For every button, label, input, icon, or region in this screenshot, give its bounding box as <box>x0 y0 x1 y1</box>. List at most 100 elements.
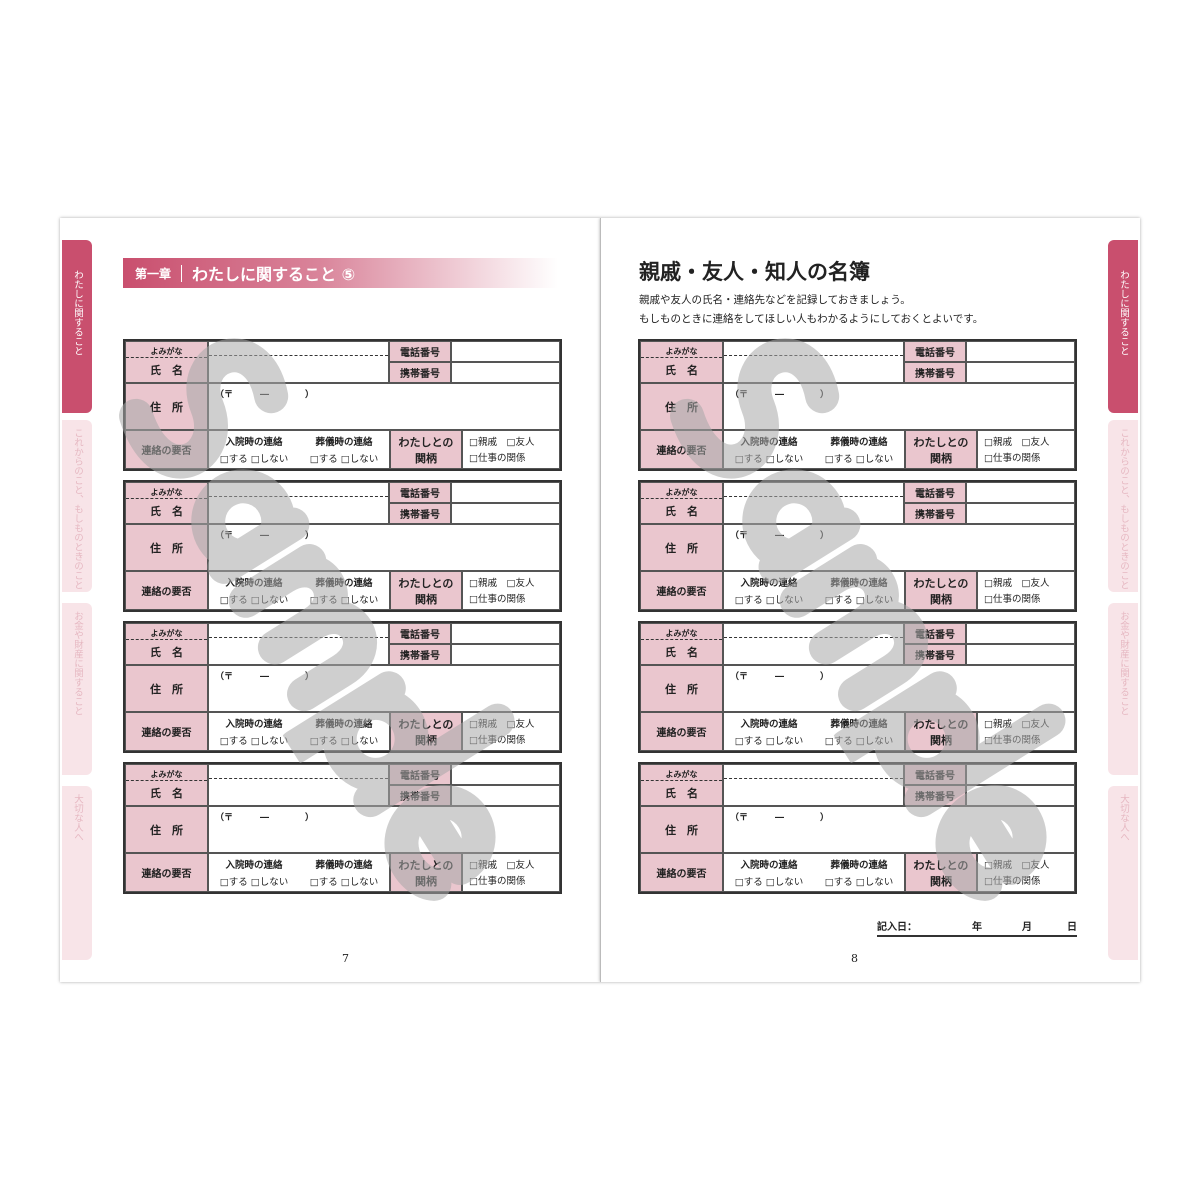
relation-label: わたしとの関柄 <box>905 853 977 892</box>
funeral-checkbox[interactable]: □する □しない <box>309 454 379 465</box>
funeral-checkbox[interactable]: □する □しない <box>824 595 894 606</box>
name-field[interactable] <box>208 623 389 665</box>
hospital-checkbox[interactable]: □する □しない <box>219 454 289 465</box>
phone-field[interactable] <box>966 623 1075 644</box>
mobile-field[interactable] <box>451 362 560 383</box>
address-field[interactable]: （〒 ― ） <box>723 806 1075 853</box>
hospital-checkbox[interactable]: □する □しない <box>219 736 289 747</box>
relation-checkbox-family-friend[interactable]: □親戚 □友人 <box>984 719 1050 730</box>
address-field[interactable]: （〒 ― ） <box>723 665 1075 712</box>
relation-checkbox-work[interactable]: □仕事の関係 <box>984 876 1041 887</box>
address-field[interactable]: （〒 ― ） <box>208 524 560 571</box>
furigana-field[interactable] <box>209 624 388 638</box>
hospital-checkbox[interactable]: □する □しない <box>734 454 804 465</box>
relation-checkbox-work[interactable]: □仕事の関係 <box>984 453 1041 464</box>
hospital-checkbox[interactable]: □する □しない <box>734 877 804 888</box>
relation-checkbox-family-friend[interactable]: □親戚 □友人 <box>984 860 1050 871</box>
relation-checkbox-family-friend[interactable]: □親戚 □友人 <box>469 860 535 871</box>
relation-checkbox-family-friend[interactable]: □親戚 □友人 <box>984 578 1050 589</box>
hospital-checkbox[interactable]: □する □しない <box>734 595 804 606</box>
name-field[interactable] <box>723 764 904 806</box>
section-tab[interactable]: これからのこと、もしものときのこと <box>1108 420 1138 592</box>
funeral-checkbox[interactable]: □する □しない <box>309 595 379 606</box>
furigana-label: よみがな <box>126 487 207 499</box>
funeral-checkbox[interactable]: □する □しない <box>824 454 894 465</box>
relation-checkbox-work[interactable]: □仕事の関係 <box>984 594 1041 605</box>
relation-checkbox-family-friend[interactable]: □親戚 □友人 <box>469 719 535 730</box>
funeral-checkbox[interactable]: □する □しない <box>309 877 379 888</box>
mobile-field[interactable] <box>966 785 1075 806</box>
mobile-field[interactable] <box>451 785 560 806</box>
funeral-contact-label: 葬儀時の連絡 <box>315 860 373 871</box>
address-label: 住 所 <box>125 806 208 853</box>
relation-options: □親戚 □友人 □仕事の関係 <box>462 430 560 469</box>
section-tab[interactable]: わたしに関すること <box>1108 240 1138 413</box>
postal-code-field[interactable]: （〒 ― ） <box>215 813 315 823</box>
furigana-field[interactable] <box>724 624 903 638</box>
section-tab[interactable]: お金や財産に関すること <box>62 603 92 775</box>
phone-label: 電話番号 <box>389 482 451 503</box>
phone-field[interactable] <box>966 482 1075 503</box>
name-field[interactable] <box>723 623 904 665</box>
relation-checkbox-work[interactable]: □仕事の関係 <box>469 876 526 887</box>
mobile-field[interactable] <box>966 644 1075 665</box>
section-tab[interactable]: お金や財産に関すること <box>1108 603 1138 775</box>
relation-checkbox-work[interactable]: □仕事の関係 <box>984 735 1041 746</box>
phone-field[interactable] <box>966 341 1075 362</box>
phone-field[interactable] <box>966 764 1075 785</box>
furigana-label: よみがな <box>641 628 722 640</box>
address-field[interactable]: （〒 ― ） <box>208 665 560 712</box>
name-field[interactable] <box>208 482 389 524</box>
furigana-field[interactable] <box>724 483 903 497</box>
phone-field[interactable] <box>451 623 560 644</box>
phone-field[interactable] <box>451 764 560 785</box>
contact-required-label: 連絡の要否 <box>125 571 208 610</box>
address-label: 住 所 <box>640 524 723 571</box>
address-field[interactable]: （〒 ― ） <box>723 524 1075 571</box>
postal-code-field[interactable]: （〒 ― ） <box>215 531 315 541</box>
postal-code-field[interactable]: （〒 ― ） <box>215 390 315 400</box>
address-field[interactable]: （〒 ― ） <box>208 806 560 853</box>
section-tab[interactable]: これからのこと、もしものときのこと <box>62 420 92 592</box>
relation-checkbox-work[interactable]: □仕事の関係 <box>469 594 526 605</box>
postal-code-field[interactable]: （〒 ― ） <box>730 672 830 682</box>
name-field[interactable] <box>723 482 904 524</box>
funeral-checkbox[interactable]: □する □しない <box>824 877 894 888</box>
mobile-field[interactable] <box>451 644 560 665</box>
address-field[interactable]: （〒 ― ） <box>723 383 1075 430</box>
relation-checkbox-family-friend[interactable]: □親戚 □友人 <box>469 578 535 589</box>
furigana-field[interactable] <box>724 342 903 356</box>
section-tab[interactable]: 大切な人へ <box>1108 786 1138 960</box>
furigana-field[interactable] <box>724 765 903 779</box>
address-field[interactable]: （〒 ― ） <box>208 383 560 430</box>
mobile-field[interactable] <box>451 503 560 524</box>
postal-code-field[interactable]: （〒 ― ） <box>215 672 315 682</box>
relation-checkbox-work[interactable]: □仕事の関係 <box>469 453 526 464</box>
furigana-field[interactable] <box>209 342 388 356</box>
phone-field[interactable] <box>451 341 560 362</box>
furigana-field[interactable] <box>209 765 388 779</box>
contact-form: よみがな氏 名 電話番号 携帯番号住 所 （〒 ― ） 連絡の要否 入院時の連絡 葬儀時の連… <box>638 480 1077 612</box>
hospital-checkbox[interactable]: □する □しない <box>734 736 804 747</box>
contact-required-label: 連絡の要否 <box>125 853 208 892</box>
postal-code-field[interactable]: （〒 ― ） <box>730 390 830 400</box>
mobile-field[interactable] <box>966 503 1075 524</box>
relation-checkbox-family-friend[interactable]: □親戚 □友人 <box>984 437 1050 448</box>
name-field[interactable] <box>208 341 389 383</box>
funeral-checkbox[interactable]: □する □しない <box>824 736 894 747</box>
hospital-checkbox[interactable]: □する □しない <box>219 877 289 888</box>
relation-checkbox-work[interactable]: □仕事の関係 <box>469 735 526 746</box>
funeral-checkbox[interactable]: □する □しない <box>309 736 379 747</box>
name-field[interactable] <box>208 764 389 806</box>
name-field[interactable] <box>723 341 904 383</box>
hospital-checkbox[interactable]: □する □しない <box>219 595 289 606</box>
phone-field[interactable] <box>451 482 560 503</box>
mobile-field[interactable] <box>966 362 1075 383</box>
mobile-label: 携帯番号 <box>389 503 451 524</box>
postal-code-field[interactable]: （〒 ― ） <box>730 813 830 823</box>
furigana-field[interactable] <box>209 483 388 497</box>
section-tab[interactable]: 大切な人へ <box>62 786 92 960</box>
postal-code-field[interactable]: （〒 ― ） <box>730 531 830 541</box>
relation-checkbox-family-friend[interactable]: □親戚 □友人 <box>469 437 535 448</box>
section-tab[interactable]: わたしに関すること <box>62 240 92 413</box>
